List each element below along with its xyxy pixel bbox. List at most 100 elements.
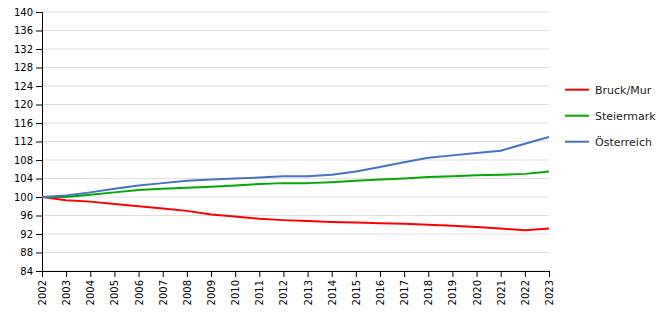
tick-mark	[163, 271, 164, 277]
y-tick-label: 92	[20, 229, 33, 240]
x-tick: 2010	[230, 271, 241, 305]
x-tick-label: 2010	[230, 280, 241, 305]
tick-mark	[36, 253, 42, 254]
x-tick-label: 2023	[544, 280, 555, 305]
x-tick: 2020	[472, 271, 483, 305]
tick-mark	[36, 234, 42, 235]
x-tick: 2011	[254, 271, 265, 305]
x-tick: 2003	[61, 271, 72, 305]
y-tick-label: 124	[14, 81, 33, 92]
y-tick-label: 104	[14, 173, 33, 184]
tick-mark	[235, 271, 236, 277]
grid-line	[42, 178, 549, 179]
x-tick: 2012	[278, 271, 289, 305]
grid	[42, 12, 549, 271]
tick-mark	[114, 271, 115, 277]
x-tick: 2023	[544, 271, 555, 305]
y-tick: 112	[14, 136, 42, 147]
legend-item: Bruck/Mur	[565, 84, 652, 97]
lines	[42, 137, 549, 230]
y-axis: 84 88 92 96 100 104 108 112 116 120 124 128 132 136 14…	[14, 7, 43, 277]
tick-mark	[36, 105, 42, 106]
tick-mark	[36, 68, 42, 69]
axis-line	[36, 13, 43, 272]
y-tick: 92	[20, 229, 42, 240]
tick-mark	[525, 271, 526, 277]
y-tick-label: 100	[14, 192, 33, 203]
grid-line	[42, 160, 549, 161]
legend-item: Steiermark	[565, 110, 656, 123]
tick-mark	[36, 86, 42, 87]
legend-swatch	[565, 141, 589, 143]
y-tick: 88	[20, 247, 42, 258]
tick-mark	[139, 271, 140, 277]
x-tick-label: 2021	[496, 280, 507, 305]
legend-label: Bruck/Mur	[595, 84, 652, 97]
grid-line	[42, 12, 549, 13]
x-tick-label: 2011	[254, 280, 265, 305]
y-tick: 104	[14, 173, 42, 184]
grid-line	[42, 197, 549, 198]
x-tick: 2016	[375, 271, 386, 305]
tick-mark	[452, 271, 453, 277]
grid-line	[42, 49, 549, 50]
y-tick: 124	[14, 81, 42, 92]
tick-mark	[211, 271, 212, 277]
x-tick-label: 2014	[327, 280, 338, 305]
x-tick: 2008	[182, 271, 193, 305]
x-tick-label: 2017	[399, 280, 410, 305]
x-tick: 2013	[303, 271, 314, 305]
x-tick-label: 2020	[472, 280, 483, 305]
y-tick-label: 116	[14, 118, 33, 129]
tick-mark	[36, 179, 42, 180]
y-tick: 120	[14, 99, 42, 110]
x-tick: 2015	[351, 271, 362, 305]
y-tick: 128	[14, 62, 42, 73]
tick-mark	[36, 31, 42, 32]
x-tick-label: 2022	[520, 280, 531, 305]
y-tick: 84	[20, 266, 42, 277]
y-tick-label: 96	[20, 210, 33, 221]
legend-item: Österreich	[565, 136, 652, 149]
y-tick-label: 132	[14, 44, 33, 55]
x-tick-label: 2006	[134, 280, 145, 305]
x-tick: 2005	[109, 271, 120, 305]
y-tick-label: 84	[20, 266, 33, 277]
grid-line	[42, 252, 549, 253]
y-tick: 136	[14, 25, 42, 36]
legend-swatch	[565, 115, 589, 117]
x-tick: 2004	[85, 271, 96, 305]
tick-mark	[36, 12, 42, 13]
x-tick-label: 2013	[303, 280, 314, 305]
tick-mark	[549, 271, 550, 277]
axis-line	[43, 272, 550, 278]
x-tick-label: 2008	[182, 280, 193, 305]
x-axis: 2002200320042005200620072008200920102011…	[37, 271, 555, 305]
x-tick: 2021	[496, 271, 507, 305]
x-tick-label: 2018	[423, 280, 434, 305]
x-tick-label: 2005	[109, 280, 120, 305]
y-tick-label: 108	[14, 155, 33, 166]
tick-mark	[36, 123, 42, 124]
grid-line	[42, 123, 549, 124]
tick-mark	[36, 197, 42, 198]
legend: Bruck/Mur Steiermark Österreich	[565, 84, 656, 149]
x-tick: 2002	[37, 271, 48, 305]
tick-mark	[66, 271, 67, 277]
tick-mark	[501, 271, 502, 277]
grid-line	[42, 234, 549, 235]
x-tick-label: 2016	[375, 280, 386, 305]
y-tick: 116	[14, 118, 42, 129]
tick-mark	[36, 160, 42, 161]
tick-mark	[283, 271, 284, 277]
tick-mark	[428, 271, 429, 277]
tick-mark	[332, 271, 333, 277]
y-tick: 140	[14, 7, 42, 18]
x-tick: 2009	[206, 271, 217, 305]
legend-label: Österreich	[595, 136, 652, 149]
x-tick-label: 2004	[85, 280, 96, 305]
tick-mark	[356, 271, 357, 277]
x-tick: 2019	[447, 271, 458, 305]
x-tick: 2022	[520, 271, 531, 305]
x-tick-label: 2003	[61, 280, 72, 305]
